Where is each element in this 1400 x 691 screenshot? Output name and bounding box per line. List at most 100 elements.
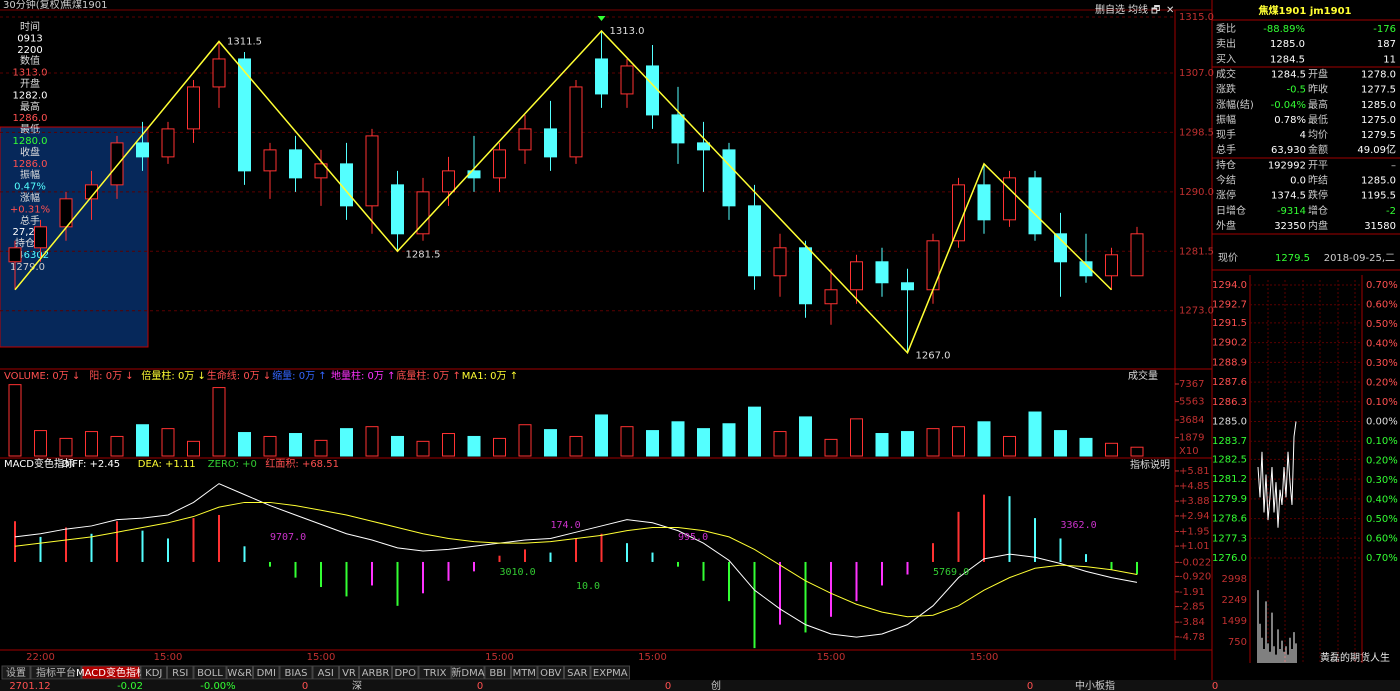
tab-label[interactable]: DMI	[257, 668, 276, 679]
info-value: 246302	[11, 250, 49, 261]
tab[interactable]	[511, 665, 538, 680]
quote-label: 涨跌	[1216, 83, 1236, 96]
volume-bar	[1054, 430, 1067, 457]
candle-body	[926, 240, 940, 291]
tab-label[interactable]: BIAS	[285, 668, 308, 679]
tab-label[interactable]: 新DMA	[451, 666, 484, 679]
tab-label[interactable]: 指标平台	[36, 666, 76, 679]
mini-price-line	[1257, 421, 1297, 528]
candle-body	[1028, 177, 1042, 235]
volume-bar	[59, 437, 73, 457]
macd-button[interactable]: 指标说明	[1130, 458, 1170, 471]
tab[interactable]	[253, 665, 280, 680]
tab-label[interactable]: BOLL	[197, 668, 223, 679]
tab-label[interactable]: VR	[342, 668, 356, 679]
y-tick-label: 1290.2	[1212, 338, 1247, 349]
quote-value: 1285.0	[1361, 100, 1396, 111]
info-value: 1286.0	[13, 113, 48, 124]
volume-header: 缩量: 0万 ↑	[272, 369, 326, 382]
tab[interactable]	[1, 665, 31, 680]
dea-line	[14, 501, 1138, 618]
tab[interactable]	[392, 665, 419, 680]
y2-tick-label: 0.20%	[1366, 456, 1398, 467]
tab-label[interactable]: ASI	[318, 668, 334, 679]
tab-label[interactable]: ARBR	[362, 668, 390, 679]
y-tick-label: +1.01	[1179, 541, 1210, 552]
quote-title: 焦煤1901 jm1901	[1258, 4, 1352, 17]
quote-value: 0.78%	[1274, 115, 1306, 126]
tab[interactable]	[359, 665, 392, 680]
toolbar-button[interactable]: ✕	[1166, 5, 1174, 16]
volume-bar	[620, 426, 634, 457]
volume-bar	[1105, 442, 1118, 457]
tab-label[interactable]: MTM	[513, 668, 536, 679]
tab[interactable]	[537, 665, 564, 680]
y-tick-label: -4.78	[1179, 632, 1205, 643]
quote-value: -0.04%	[1271, 100, 1306, 111]
y-tick-label: 1879	[1179, 433, 1204, 444]
tab[interactable]	[193, 665, 227, 680]
tab[interactable]	[279, 665, 313, 680]
toolbar-button[interactable]: 均线	[1128, 3, 1148, 16]
volume-header: 底量柱: 0万 ↑	[396, 369, 460, 382]
tab[interactable]	[451, 665, 485, 680]
volume-bar	[799, 416, 812, 457]
tab-label[interactable]: SAR	[567, 668, 587, 679]
quote-value: -176	[1373, 24, 1396, 35]
tab-label[interactable]: MACD变色指标	[76, 666, 146, 679]
volume-bar	[416, 440, 430, 457]
quote-label: 最低	[1308, 113, 1328, 126]
tab[interactable]	[312, 665, 339, 680]
tab-label[interactable]: KDJ	[145, 668, 162, 679]
candle-body	[187, 86, 200, 130]
area-label: 3010.0	[500, 567, 536, 578]
volume-header: 地量柱: 0万 ↑	[331, 369, 395, 382]
area-label: 3362.0	[1061, 520, 1097, 531]
tab[interactable]	[81, 665, 141, 680]
tab[interactable]	[226, 665, 253, 680]
tab-label[interactable]: W&R	[227, 668, 252, 679]
macd-header: DEA: +1.11	[138, 459, 196, 470]
quote-label: 外盘	[1216, 219, 1236, 232]
status-item: 中小板指	[1075, 679, 1115, 691]
y2-tick-label: 0.50%	[1366, 514, 1398, 525]
volume-bar	[212, 387, 226, 457]
quote-label: 日增仓	[1216, 204, 1246, 217]
area-label: 5769.0	[933, 567, 969, 578]
quote-label: 内盘	[1308, 219, 1328, 232]
y2-tick-label: 0.70%	[1366, 280, 1398, 291]
quote-label: 最高	[1308, 98, 1328, 111]
tab[interactable]	[484, 665, 511, 680]
info-value: 1286.0	[13, 159, 48, 170]
toolbar-button[interactable]: 🗗	[1151, 5, 1160, 16]
tab-label[interactable]: EXPMA	[593, 668, 628, 679]
volume-bar	[824, 438, 838, 457]
quote-value: 0.0	[1290, 176, 1306, 187]
tab[interactable]	[590, 665, 630, 680]
tab-label[interactable]: BBI	[489, 668, 506, 679]
tab-label[interactable]: RSI	[172, 668, 188, 679]
toolbar-button[interactable]: 删自选	[1095, 3, 1125, 16]
y-tick-label: 1290.0	[1179, 187, 1214, 198]
tab-label[interactable]: OBV	[540, 668, 561, 679]
quote-label: 卖出	[1216, 37, 1236, 50]
zigzag-label: 1281.5	[406, 249, 441, 260]
quote-label: 委比	[1216, 22, 1236, 35]
volume-bar	[875, 433, 889, 457]
tab-label[interactable]: 设置	[6, 667, 26, 679]
volume-button[interactable]: 成交量	[1128, 369, 1158, 382]
tab-label[interactable]: TRIX	[423, 668, 447, 679]
tab[interactable]	[140, 665, 167, 680]
candle-body	[161, 128, 175, 158]
tab[interactable]	[339, 665, 359, 680]
tab[interactable]	[564, 665, 591, 680]
tab[interactable]	[30, 665, 82, 680]
quote-value: 1275.0	[1361, 115, 1396, 126]
volume-bar	[901, 431, 914, 457]
tab[interactable]	[418, 665, 452, 680]
y-tick-label: 5563	[1179, 397, 1204, 408]
tab-label[interactable]: DPO	[394, 668, 416, 679]
volume-bar	[289, 433, 302, 457]
tab[interactable]	[167, 665, 194, 680]
unit-label: X10	[1179, 446, 1199, 457]
